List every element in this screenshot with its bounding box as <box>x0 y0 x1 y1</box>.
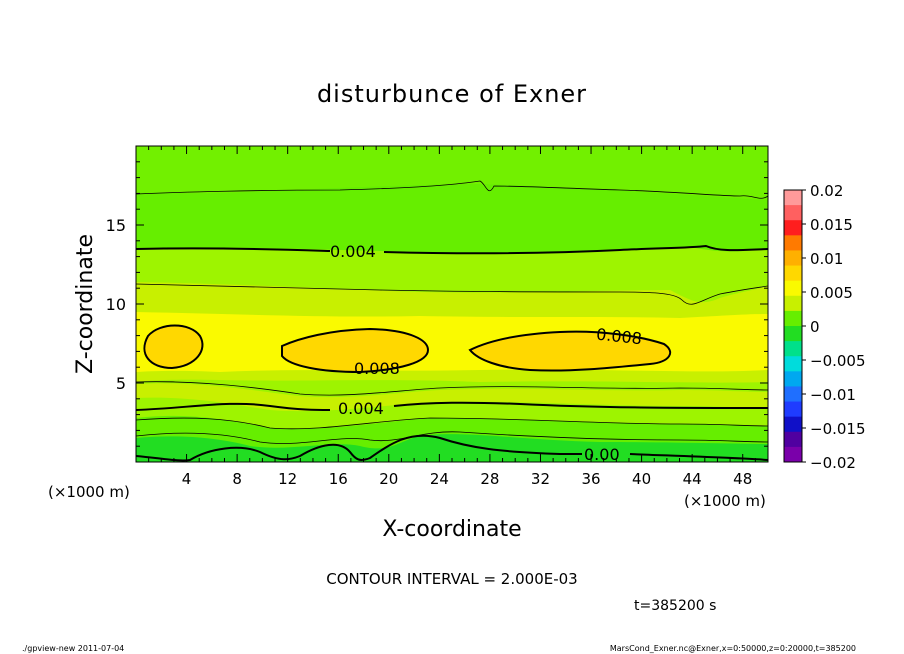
colorbar-swatch <box>784 220 802 236</box>
colorbar-swatch <box>784 265 802 282</box>
colorbar-swatch <box>784 341 802 357</box>
contour-line <box>136 283 768 305</box>
y-axis-ticks: 5 10 15 <box>106 161 768 447</box>
colorbar-swatch <box>784 446 802 463</box>
x-tick-label: 24 <box>430 470 449 488</box>
contour-line <box>136 180 768 199</box>
colorbar-labels: 0.02 0.015 0.01 0.005 0 −0.005 −0.01 −0.015 −0.0… <box>802 182 866 472</box>
band-top <box>136 146 768 200</box>
x-tick-label: 36 <box>581 470 600 488</box>
time-text: t=385200 s <box>634 598 716 614</box>
footer-right: MarsCond_Exner.nc@Exner,x=0:50000,z=0:20… <box>610 644 856 653</box>
contour-line-0004-top <box>136 244 768 255</box>
colorbar-label: 0.02 <box>810 182 843 200</box>
x-tick-label: 8 <box>232 470 242 488</box>
x-tick-label: 28 <box>480 470 499 488</box>
blob-right <box>468 330 672 372</box>
colorbar-swatch <box>784 416 802 433</box>
x-axis-label: X-coordinate <box>382 517 521 542</box>
blob-middle <box>281 327 430 374</box>
colorbar-label: −0.02 <box>810 454 856 472</box>
x-tick-label: 48 <box>733 470 752 488</box>
colorbar-swatch <box>784 205 802 221</box>
contour-line-0004-bottom <box>136 401 768 411</box>
band-yellow <box>136 312 768 372</box>
contour-line <box>136 417 768 430</box>
colorbar-swatch <box>784 401 802 418</box>
blob-left <box>143 324 204 370</box>
footer-left: ./gpview-new 2011-07-04 <box>22 644 124 653</box>
colorbar-swatch <box>784 235 802 251</box>
colorbar-label: −0.01 <box>810 386 856 404</box>
contour-interval-text: CONTOUR INTERVAL = 2.000E-03 <box>326 570 577 588</box>
x-tick-label: 4 <box>182 470 192 488</box>
colorbar-label: −0.005 <box>810 352 866 370</box>
contour-labels: 0.004 0.008 0.008 0.004 0.00 <box>330 242 643 464</box>
x-tick-label: 16 <box>329 470 348 488</box>
colorbar-label: 0.01 <box>810 250 843 268</box>
colorbar-swatch <box>784 295 802 312</box>
x-axis-ticks: 4 8 12 16 20 24 28 32 36 40 44 48 <box>148 146 756 488</box>
x-unit-label-right: (×1000 m) <box>684 492 766 510</box>
x-tick-label: 44 <box>683 470 702 488</box>
contour-label: 0.004 <box>338 399 384 418</box>
y-tick-label: 10 <box>106 295 126 314</box>
colorbar-swatch <box>784 326 802 342</box>
x-tick-label: 20 <box>379 470 398 488</box>
plot-area <box>136 146 768 462</box>
y-tick-label: 15 <box>106 216 126 235</box>
contour-line <box>136 381 768 396</box>
colorbar-swatch <box>784 356 802 372</box>
x-unit-label-left: (×1000 m) <box>48 483 130 501</box>
colorbar-swatch <box>784 280 802 297</box>
y-axis-label: Z-coordinate <box>73 234 98 374</box>
colorbar-swatch <box>784 371 802 387</box>
colorbar <box>783 189 803 463</box>
colorbar-label: 0.015 <box>810 216 853 234</box>
colorbar-swatch <box>784 386 802 403</box>
x-tick-label: 40 <box>632 470 651 488</box>
chart-title: disturbunce of Exner <box>317 80 587 108</box>
colorbar-label: 0.005 <box>810 284 853 302</box>
colorbar-label: −0.015 <box>810 420 866 438</box>
contour-label: 0.00 <box>584 445 620 464</box>
contour-line-000 <box>136 434 768 462</box>
colorbar-swatch <box>784 431 802 448</box>
colorbar-swatch <box>784 250 802 267</box>
x-tick-label: 12 <box>278 470 297 488</box>
contour-label: 0.004 <box>330 242 376 261</box>
x-tick-label: 32 <box>531 470 550 488</box>
contour-label: 0.008 <box>354 359 400 378</box>
y-tick-label: 5 <box>116 374 126 393</box>
colorbar-swatch <box>784 310 802 327</box>
colorbar-swatch <box>784 190 802 206</box>
colorbar-label: 0 <box>810 318 820 336</box>
band-lower-4 <box>136 434 768 462</box>
contour-label: 0.008 <box>595 325 643 349</box>
